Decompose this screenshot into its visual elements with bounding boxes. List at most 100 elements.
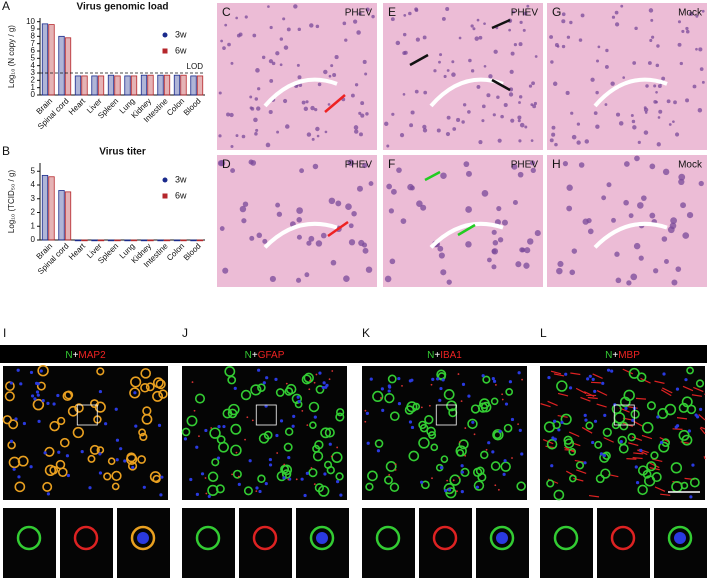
dapi — [439, 386, 443, 391]
legend-marker — [162, 193, 168, 199]
bar — [64, 37, 72, 96]
nucleus — [328, 74, 332, 78]
cell — [428, 431, 437, 440]
nucleus — [332, 73, 337, 77]
dapi — [322, 381, 326, 385]
cell — [480, 450, 489, 460]
nucleus — [414, 89, 419, 94]
nucleus — [561, 12, 566, 17]
dapi — [564, 372, 568, 376]
nucleus — [661, 236, 668, 242]
cell — [568, 447, 577, 456]
dapi — [46, 401, 50, 406]
header-n: N — [65, 350, 72, 361]
cell — [152, 390, 164, 402]
nucleus — [301, 100, 306, 105]
cell — [657, 408, 669, 419]
dapi — [568, 386, 573, 390]
nucleus — [528, 84, 533, 88]
nucleus — [650, 18, 654, 22]
cell — [145, 382, 155, 392]
nucleus — [491, 229, 497, 235]
y-tick-label: 5 — [31, 166, 36, 175]
header: N+IBA1 — [427, 350, 462, 361]
nucleus — [524, 125, 528, 129]
nucleus — [402, 51, 407, 55]
nucleus — [335, 200, 342, 207]
inset-dapi — [674, 532, 686, 544]
nucleus — [445, 7, 450, 12]
nucleus — [344, 38, 348, 42]
dapi — [560, 420, 564, 424]
nucleus — [478, 35, 483, 40]
cell — [658, 441, 670, 453]
nucleus — [316, 134, 320, 138]
dapi — [444, 488, 448, 493]
nucleus — [549, 35, 554, 39]
dapi — [52, 402, 56, 406]
y-tick-label: 4 — [31, 180, 36, 189]
nucleus — [269, 79, 274, 83]
nucleus — [470, 24, 474, 28]
nucleus — [410, 110, 415, 115]
cell — [94, 401, 106, 413]
dapi — [297, 399, 301, 404]
y-axis-label: Log₁₀ (TCID₅₀ / g) — [7, 170, 16, 234]
nucleus — [701, 9, 705, 13]
dapi — [557, 428, 561, 432]
nucleus — [638, 255, 644, 261]
cell — [2, 415, 12, 425]
nucleus — [620, 4, 624, 8]
nucleus — [222, 46, 226, 50]
nucleus — [423, 90, 428, 95]
cell — [651, 472, 662, 483]
nucleus — [343, 275, 350, 282]
bar — [157, 74, 164, 96]
bar — [190, 239, 197, 242]
dapi — [365, 411, 369, 416]
cell — [493, 430, 502, 440]
nucleus — [697, 108, 703, 113]
bar — [196, 239, 204, 242]
header: N+MBP — [605, 350, 640, 361]
cell — [619, 421, 629, 431]
nucleus — [533, 101, 538, 106]
y-tick-label: 0 — [31, 90, 36, 99]
fiber — [654, 380, 665, 384]
nucleus — [561, 19, 566, 24]
inset-cell — [309, 525, 335, 551]
nucleus — [403, 13, 407, 17]
fiber — [691, 394, 703, 397]
nucleus — [468, 58, 472, 63]
dapi — [634, 465, 638, 469]
nucleus — [491, 248, 499, 255]
nucleus — [633, 242, 641, 250]
nucleus — [342, 21, 347, 26]
panel-label: PHEV — [511, 160, 539, 171]
nucleus — [390, 17, 395, 22]
panel-label: PHEV — [511, 8, 539, 19]
dapi — [159, 493, 163, 497]
y-axis-label: Log₁₀ (N copy / g) — [7, 25, 16, 88]
dapi — [46, 492, 51, 496]
marker-dot — [458, 441, 461, 443]
cell — [618, 443, 629, 454]
nucleus — [623, 199, 629, 206]
panel-label: PHEV — [345, 8, 373, 19]
nucleus — [569, 269, 576, 276]
cell — [430, 443, 439, 452]
nucleus — [550, 60, 554, 64]
dapi — [502, 472, 506, 476]
inset-box — [435, 404, 457, 426]
x-tick-label: Blood — [182, 97, 203, 118]
nucleus — [254, 132, 258, 136]
nucleus — [578, 38, 583, 42]
bar — [124, 75, 131, 96]
cell — [477, 472, 487, 482]
nucleus — [384, 275, 392, 283]
header-n: N — [605, 350, 612, 361]
nucleus — [265, 142, 271, 148]
cell — [59, 437, 70, 448]
y-tick-label: 8 — [31, 31, 36, 40]
nucleus — [348, 223, 354, 229]
